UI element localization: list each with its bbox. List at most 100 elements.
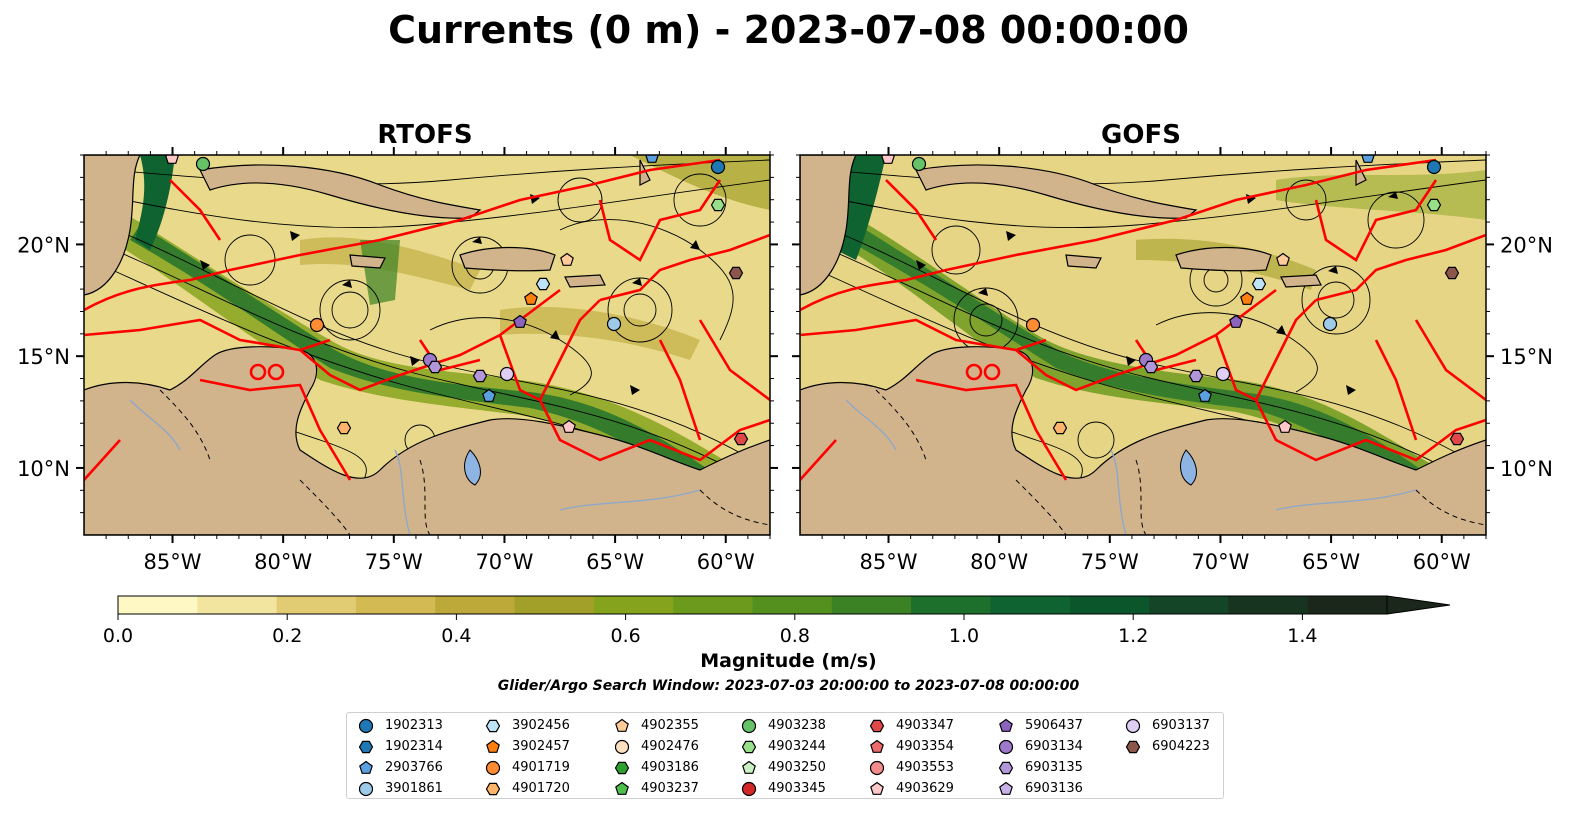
- legend-item-label: 1902313: [385, 718, 443, 733]
- colorbar-segment: [1149, 596, 1229, 614]
- float-marker-4903347[interactable]: [1449, 432, 1465, 446]
- float-marker-2903766[interactable]: [1361, 151, 1375, 163]
- legend-item-label: 4902476: [641, 739, 699, 754]
- lon-tick-label: 85°W: [144, 550, 202, 574]
- land: [800, 155, 1486, 535]
- float-marker-4902355[interactable]: [1276, 252, 1290, 266]
- float-marker-4903347[interactable]: [733, 432, 749, 446]
- circle-marker-icon: [998, 739, 1014, 754]
- float-marker-4903629[interactable]: [562, 419, 576, 433]
- float-marker-3902456[interactable]: [535, 277, 551, 291]
- colorbar-tick-label: 1.4: [1287, 625, 1317, 647]
- legend-item: 4903237: [611, 778, 699, 799]
- colorbar-segment: [831, 596, 912, 614]
- legend-item-label: 6903136: [1025, 781, 1083, 796]
- legend-column: 4902355 4902476 4903186 4903237: [611, 715, 699, 799]
- pentagon-marker-icon: [615, 781, 629, 795]
- float-marker-6904223[interactable]: [728, 266, 744, 280]
- hexagon-marker-icon: [998, 761, 1014, 774]
- float-marker-4903629[interactable]: [1278, 419, 1292, 433]
- legend-item-label: 4903244: [768, 739, 826, 754]
- circle-marker-icon: [614, 739, 630, 754]
- float-marker-1902313[interactable]: [1426, 159, 1442, 175]
- lon-tick-label: 70°W: [475, 550, 533, 574]
- float-marker-4901720[interactable]: [336, 421, 352, 435]
- lake-maracaibo: [1180, 449, 1197, 486]
- float-marker-2903766[interactable]: [645, 151, 659, 163]
- colorbar-segment: [435, 596, 516, 614]
- pentagon-marker-icon: [870, 739, 884, 753]
- hexagon-marker-icon: [741, 740, 757, 753]
- float-markers[interactable]: [165, 151, 749, 446]
- lat-tick-label: 10°N: [17, 457, 70, 481]
- hexagon-marker-icon: [485, 719, 501, 732]
- float-marker-3902457[interactable]: [1240, 291, 1254, 305]
- legend-column: 4903238 4903244 4903250 4903345: [738, 715, 826, 799]
- legend-item-label: 4903186: [641, 760, 699, 775]
- legend-item: 6903134: [995, 736, 1083, 757]
- circle-marker-icon: [741, 781, 757, 796]
- float-marker-4903238[interactable]: [911, 156, 927, 172]
- pentagon-marker-icon: [742, 760, 756, 774]
- float-marker-3901861[interactable]: [1322, 316, 1338, 332]
- pentagon-marker-icon: [870, 781, 884, 795]
- float-marker-4903244[interactable]: [710, 198, 726, 212]
- colorbar-tick-label: 0.4: [441, 625, 471, 647]
- float-marker-6903135[interactable]: [1143, 360, 1159, 374]
- float-marker-4902355[interactable]: [560, 252, 574, 266]
- float-marker-3902457[interactable]: [524, 291, 538, 305]
- float-marker-1902313[interactable]: [710, 159, 726, 175]
- lon-tick-label: 60°W: [1413, 550, 1471, 574]
- colorbar-segment: [276, 596, 357, 614]
- hexagon-marker-icon: [358, 740, 374, 753]
- float-marker-2903766[interactable]: [1198, 388, 1212, 402]
- float-marker-6903135[interactable]: [1188, 369, 1204, 383]
- lon-tick-label: 85°W: [860, 550, 918, 574]
- float-marker-4903244[interactable]: [1426, 198, 1442, 212]
- map-panel-gofs[interactable]: 85°W 80°W 75°W 70°W 65°W 60°W 20°N 15°N 10°N: [716, 140, 1577, 580]
- legend-column: 4903347 4903354 4903553 4903629: [866, 715, 954, 799]
- float-markers[interactable]: [881, 151, 1465, 446]
- colorbar-label: Magnitude (m/s): [700, 650, 877, 672]
- float-marker-6903137[interactable]: [1215, 366, 1231, 382]
- legend-item: 4901719: [482, 757, 570, 778]
- float-marker-6903137[interactable]: [499, 366, 515, 382]
- float-marker-4901719[interactable]: [1025, 317, 1041, 333]
- hexagon-marker-icon: [1125, 740, 1141, 753]
- float-marker-6903135[interactable]: [472, 369, 488, 383]
- search-window-caption: Glider/Argo Search Window: 2023-07-03 20…: [497, 678, 1080, 694]
- pentagon-marker-icon: [999, 718, 1013, 732]
- axis-labels: 85°W 80°W 75°W 70°W 65°W 60°W 20°N 15°N 10°N: [17, 233, 755, 574]
- float-marker-5906437[interactable]: [513, 314, 527, 328]
- legend-item-label: 6903135: [1025, 760, 1083, 775]
- legend-column: 3902456 3902457 4901719 4901720: [482, 715, 570, 799]
- legend-item-label: 4901719: [512, 760, 570, 775]
- legend-item-label: 4903553: [896, 760, 954, 775]
- circle-marker-icon: [358, 718, 374, 733]
- legend-item-label: 4903345: [768, 781, 826, 796]
- float-marker-6904223[interactable]: [1444, 266, 1460, 280]
- float-marker-3901861[interactable]: [606, 316, 622, 332]
- lat-tick-label: 15°N: [17, 345, 70, 369]
- circle-marker-icon: [1125, 718, 1141, 733]
- legend-item: 6904223: [1122, 736, 1210, 757]
- pentagon-marker-icon: [999, 781, 1013, 795]
- hexagon-marker-icon: [485, 782, 501, 795]
- legend-item: 4903347: [866, 715, 954, 736]
- float-marker-2903766[interactable]: [482, 388, 496, 402]
- legend-item-label: 6904223: [1152, 739, 1210, 754]
- float-marker-5906437[interactable]: [1229, 314, 1243, 328]
- legend-item-label: 4903347: [896, 718, 954, 733]
- legend-item: 4903553: [866, 757, 954, 778]
- float-marker-3902456[interactable]: [1251, 277, 1267, 291]
- rivers: [845, 399, 1417, 535]
- float-marker-6903135[interactable]: [427, 360, 443, 374]
- float-marker-4903238[interactable]: [195, 156, 211, 172]
- legend-item: 4903250: [738, 757, 826, 778]
- lon-tick-label: 80°W: [970, 550, 1028, 574]
- legend-item-label: 3902457: [512, 739, 570, 754]
- float-marker-4901720[interactable]: [1052, 421, 1068, 435]
- lon-tick-label: 80°W: [254, 550, 312, 574]
- float-marker-4901719[interactable]: [309, 317, 325, 333]
- map-panel-rtofs[interactable]: 85°W 80°W 75°W 70°W 65°W 60°W 20°N 15°N 10°N: [0, 140, 790, 580]
